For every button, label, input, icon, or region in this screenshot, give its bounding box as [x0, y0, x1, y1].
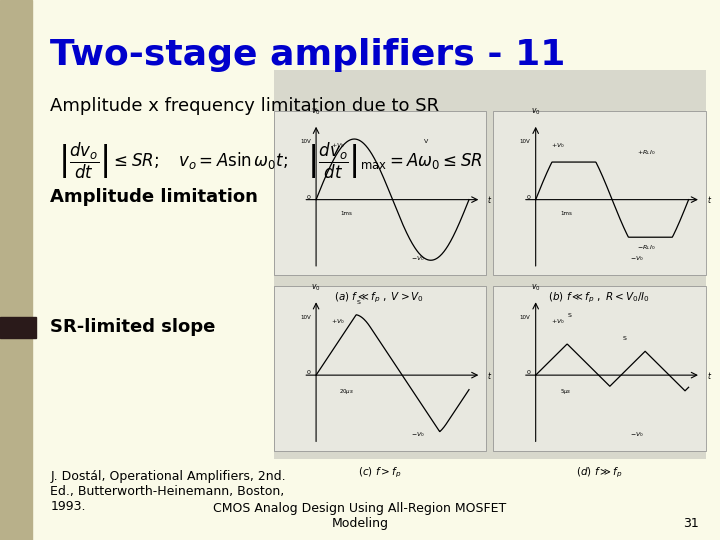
- Text: $-V_0$: $-V_0$: [631, 430, 644, 439]
- Text: Amplitude x frequency limitation due to SR: Amplitude x frequency limitation due to …: [50, 97, 439, 115]
- Text: S: S: [567, 313, 571, 319]
- Bar: [493, 286, 706, 451]
- Text: S: S: [623, 336, 626, 341]
- Bar: [274, 111, 486, 275]
- Text: $t$: $t$: [487, 194, 492, 205]
- Text: 0: 0: [526, 370, 531, 375]
- Text: J. Dostál, Operational Amplifiers, 2nd.
Ed., Butterworth-Heinemann, Boston,
1993: J. Dostál, Operational Amplifiers, 2nd. …: [50, 470, 286, 513]
- Text: $+V_0$: $+V_0$: [551, 141, 565, 150]
- Text: 10V: 10V: [520, 139, 531, 144]
- Text: $-V_0$: $-V_0$: [631, 254, 644, 264]
- Bar: [274, 70, 706, 459]
- Text: CMOS Analog Design Using All-Region MOSFET
Modeling: CMOS Analog Design Using All-Region MOSF…: [213, 502, 507, 530]
- Bar: [0, 317, 36, 338]
- Text: $t$: $t$: [707, 194, 712, 205]
- Text: 0: 0: [307, 370, 311, 375]
- Text: $v_0$: $v_0$: [531, 107, 541, 117]
- Text: 10V: 10V: [300, 139, 311, 144]
- Text: V: V: [424, 139, 428, 144]
- Text: 0: 0: [526, 194, 531, 199]
- Text: $-V_0$: $-V_0$: [411, 254, 425, 264]
- Text: $(d)\ f\gg f_p$: $(d)\ f\gg f_p$: [576, 465, 622, 480]
- Text: $\left|\dfrac{dv_o}{dt}\right| \leq SR;\quadv_o = A\sin\omega_0 t;\quad\left|\df: $\left|\dfrac{dv_o}{dt}\right| \leq SR;\…: [58, 140, 482, 180]
- Text: $t$: $t$: [487, 370, 492, 381]
- Bar: [493, 111, 706, 275]
- Bar: [0, 0, 32, 540]
- Text: 10V: 10V: [520, 315, 531, 320]
- Text: $-V_0$: $-V_0$: [411, 430, 425, 439]
- Text: Two-stage amplifiers - 11: Two-stage amplifiers - 11: [50, 38, 566, 72]
- Text: $-R_L I_0$: $-R_L I_0$: [636, 242, 655, 252]
- Text: $v_0$: $v_0$: [311, 282, 321, 293]
- Text: S: S: [357, 300, 361, 305]
- Text: $(b)\ f\ll f_p\ ,\ R<V_0/I_0$: $(b)\ f\ll f_p\ ,\ R<V_0/I_0$: [548, 291, 650, 305]
- Text: $5\mu s$: $5\mu s$: [560, 387, 572, 396]
- Text: $v_0$: $v_0$: [531, 282, 541, 293]
- Bar: [274, 286, 486, 451]
- Text: $(c)\ f>f_p$: $(c)\ f>f_p$: [358, 465, 401, 480]
- Text: $20\mu s$: $20\mu s$: [339, 387, 354, 396]
- Text: $+V_0$: $+V_0$: [331, 316, 346, 326]
- Text: 0: 0: [307, 194, 311, 199]
- Text: $v_0$: $v_0$: [311, 107, 321, 117]
- Text: $+R_L I_0$: $+R_L I_0$: [636, 148, 655, 157]
- Text: 10V: 10V: [300, 315, 311, 320]
- Text: $+V_0$: $+V_0$: [551, 316, 565, 326]
- Text: $(a)\ f\ll f_p\ ,\ V>V_0$: $(a)\ f\ll f_p\ ,\ V>V_0$: [334, 291, 425, 305]
- Text: 31: 31: [683, 517, 698, 530]
- Text: 1ms: 1ms: [560, 212, 572, 217]
- Text: Amplitude limitation: Amplitude limitation: [50, 188, 258, 206]
- Text: 1ms: 1ms: [341, 212, 353, 217]
- Text: $t$: $t$: [707, 370, 712, 381]
- Text: SR-limited slope: SR-limited slope: [50, 318, 216, 336]
- Text: $+V_0$: $+V_0$: [331, 141, 346, 150]
